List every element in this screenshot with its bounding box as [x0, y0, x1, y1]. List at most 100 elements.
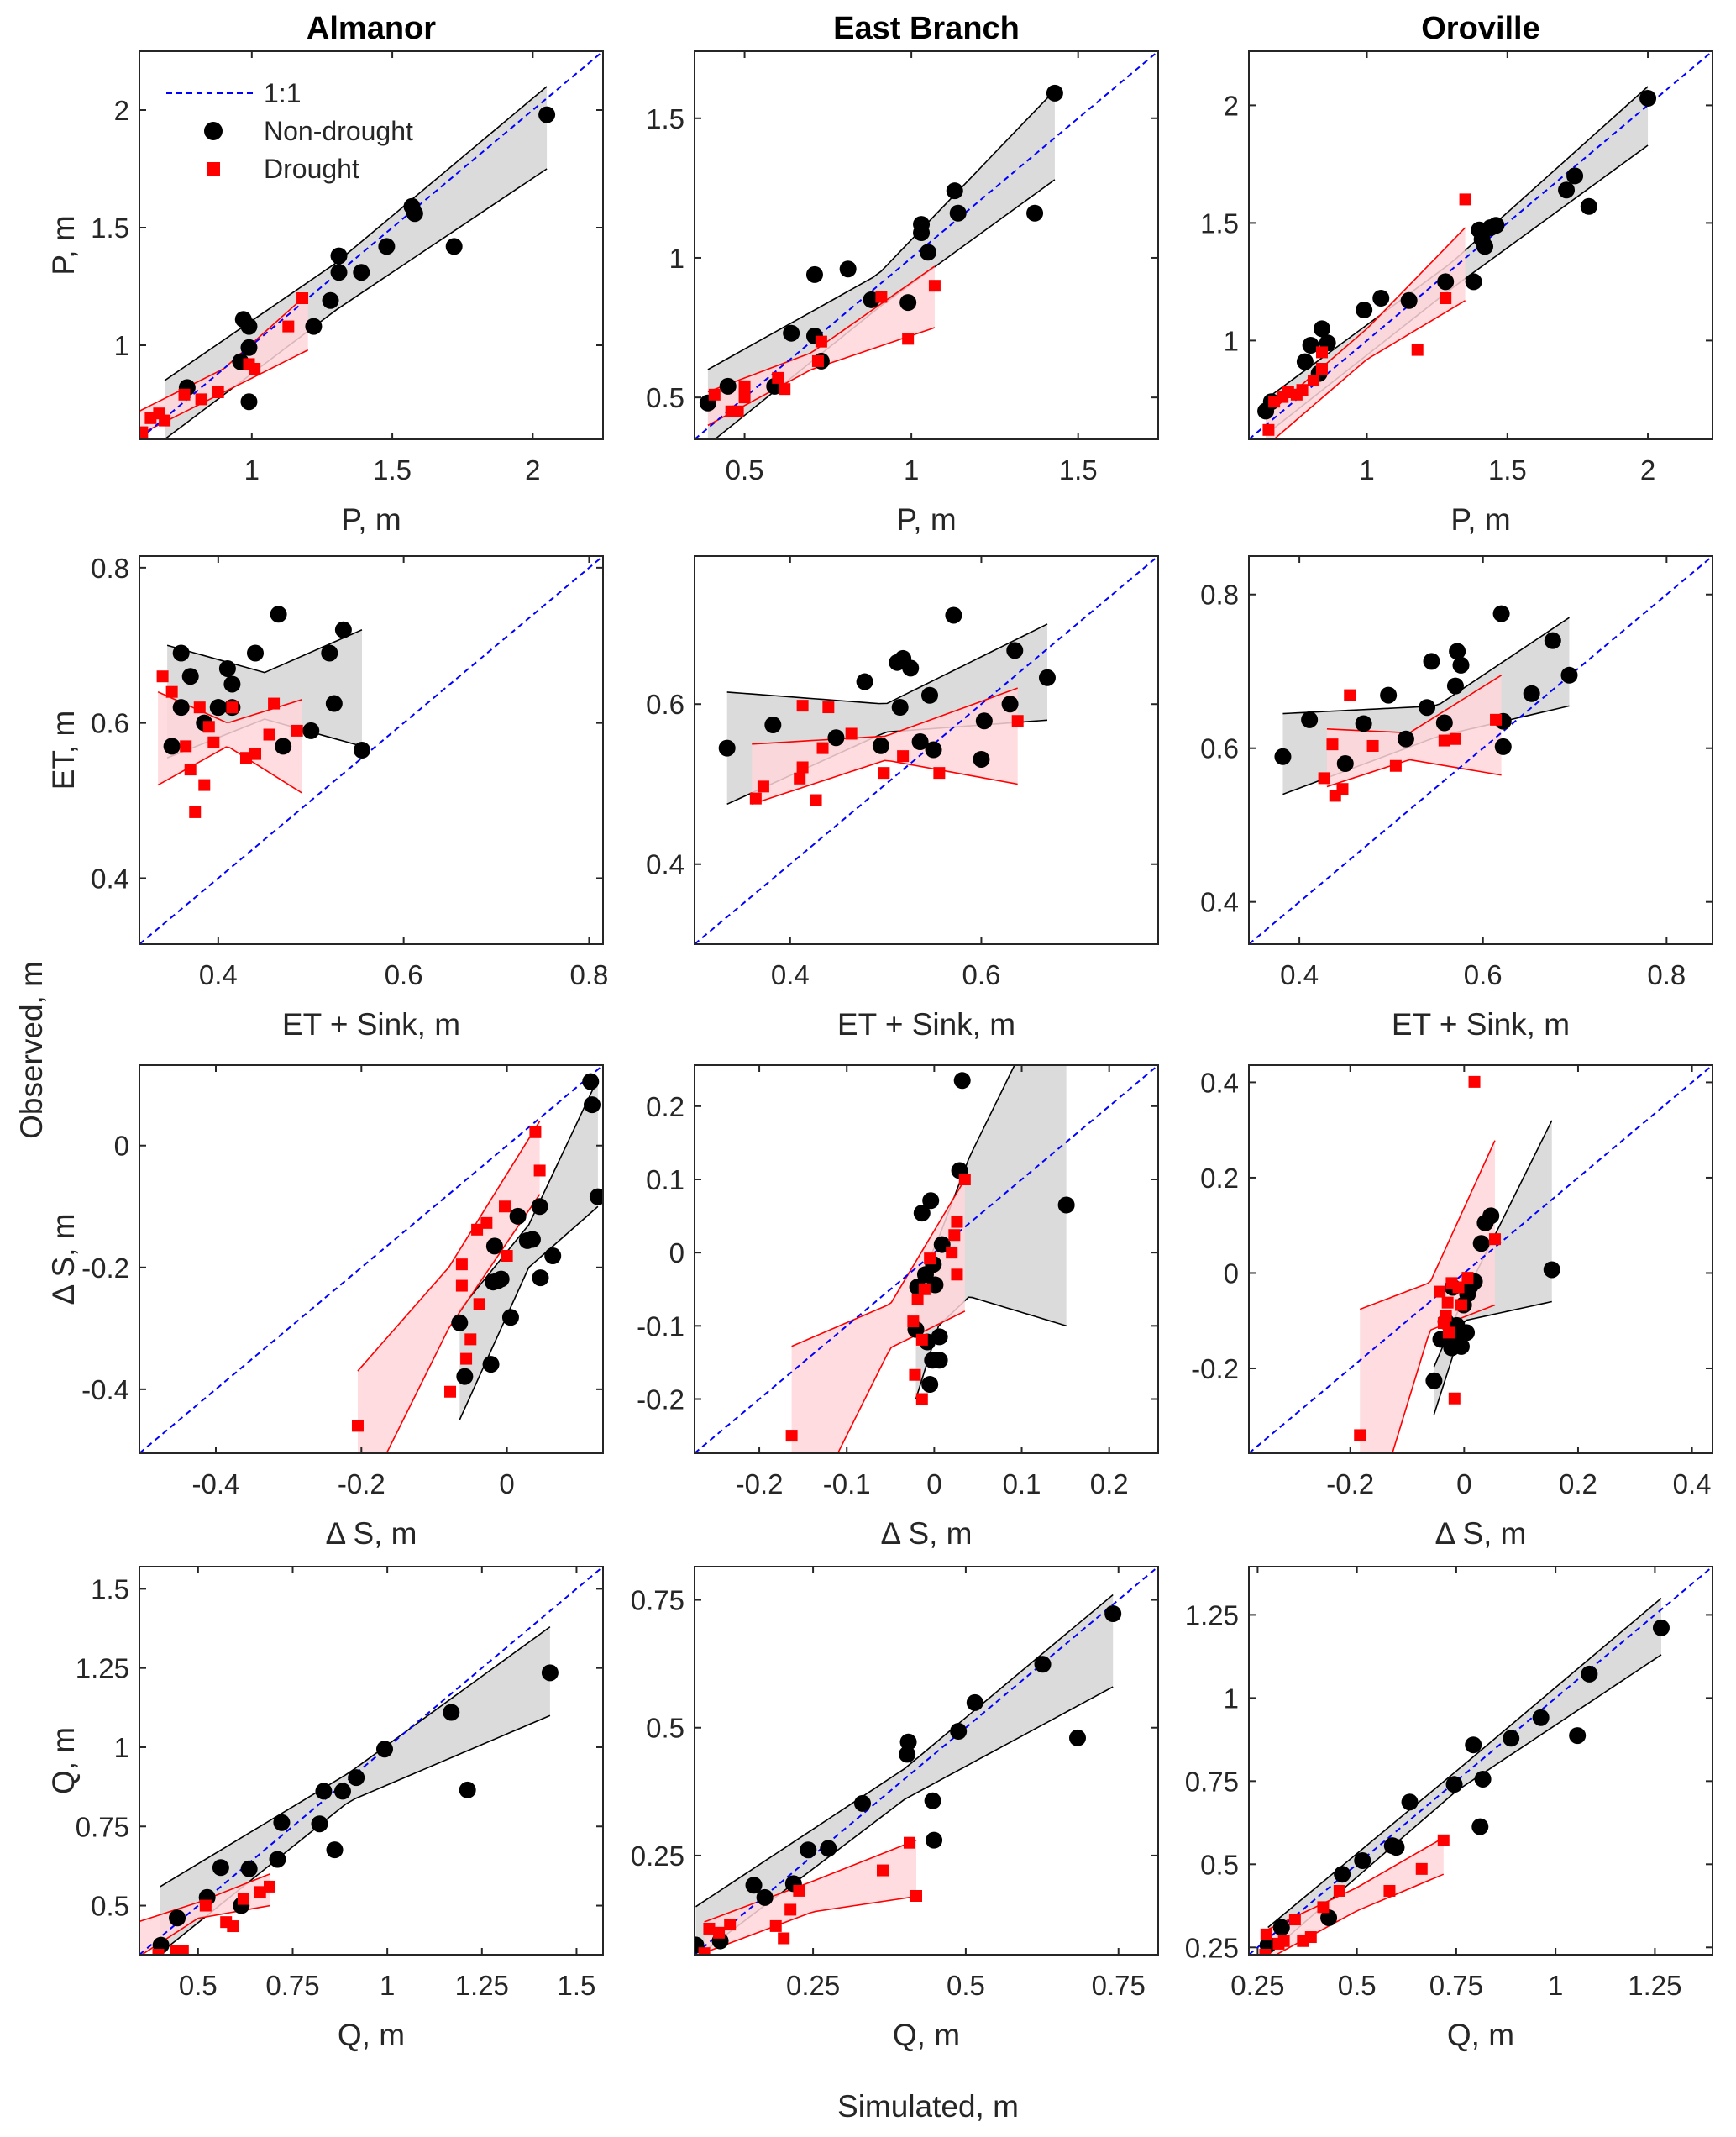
non-drought-point: [459, 1781, 476, 1798]
drought-confidence-band: [158, 691, 302, 793]
y-axis-label: Δ S, m: [46, 1213, 81, 1305]
x-tick-label: -0.4: [192, 1468, 240, 1499]
non-drought-point: [451, 1314, 469, 1331]
plot-area: [695, 1065, 1158, 1453]
drought-upper-bound: [1359, 1140, 1496, 1310]
non-drought-point: [1026, 204, 1044, 222]
drought-point: [1383, 1884, 1396, 1897]
x-tick-label: 0.5: [1338, 1970, 1377, 2001]
y-tick-label: -0.1: [637, 1310, 684, 1342]
non-drought-point: [1397, 730, 1414, 748]
non-drought-point: [899, 294, 917, 312]
non-drought-point: [805, 265, 823, 283]
non-drought-point: [1487, 217, 1505, 234]
drought-point: [769, 1919, 782, 1932]
x-tick-label: 1: [1548, 1970, 1563, 2001]
drought-confidence-band: [704, 1840, 916, 1953]
drought-point: [226, 701, 239, 714]
non-drought-point: [1503, 1730, 1520, 1747]
non-drought-point: [1334, 1866, 1351, 1883]
non-drought-point: [169, 1909, 186, 1927]
non-drought-upper-bound: [695, 1594, 1114, 1908]
non-drought-point: [718, 739, 736, 757]
non-drought-point: [1313, 320, 1330, 338]
non-drought-point: [240, 1860, 258, 1877]
drought-point: [1415, 1862, 1428, 1875]
non-drought-point: [315, 1783, 333, 1800]
non-drought-point: [913, 1205, 931, 1222]
non-drought-point: [899, 1733, 917, 1751]
drought-point: [254, 1886, 266, 1898]
x-tick-label: 0.4: [1673, 1468, 1712, 1499]
axes-frame: [1248, 50, 1713, 440]
axes-frame: [694, 555, 1159, 945]
drought-point: [1411, 344, 1424, 356]
panel-title: East Branch: [833, 11, 1020, 46]
non-drought-point: [212, 1859, 229, 1877]
drought-upper-bound: [704, 1839, 917, 1923]
non-drought-upper-bound: [166, 629, 363, 674]
x-tick-label: 0.6: [385, 959, 423, 990]
y-tick-label: 0: [114, 1131, 129, 1162]
drought-point: [1440, 292, 1452, 304]
drought-point: [460, 1352, 473, 1365]
non-drought-point: [247, 644, 264, 662]
non-drought-point: [269, 1851, 286, 1868]
non-drought-point: [1639, 90, 1657, 107]
non-drought-point: [302, 722, 320, 739]
y-tick-label: 2: [114, 95, 129, 126]
x-tick-label: 1.25: [455, 1970, 509, 2001]
drought-point: [444, 1385, 457, 1398]
drought-point: [915, 1393, 928, 1405]
drought-lower-bound: [1326, 759, 1502, 788]
axes-frame: [694, 1566, 1159, 1956]
non-drought-point: [218, 659, 236, 677]
panel-7: -0.2 -0.1 0 0.1 0.2 -0.2 -0.1 0 0.1 0.2 Δ S, m: [637, 1064, 1159, 1551]
y-tick-label: 0.75: [631, 1585, 684, 1616]
drought-point: [796, 700, 809, 712]
y-tick-label: 0.5: [91, 1891, 129, 1922]
non-drought-point: [531, 1198, 548, 1216]
drought-point: [152, 1949, 165, 1955]
drought-point: [263, 728, 275, 741]
non-drought-point: [919, 244, 936, 261]
x-tick-label: 1: [1359, 454, 1374, 486]
non-drought-point: [1320, 1909, 1338, 1927]
observed-axis-label: Observed, m: [14, 961, 49, 1139]
panel-5: 0.4 0.6 0.8 0.4 0.6 0.8 ET + Sink, m: [1200, 555, 1713, 1042]
y-tick-label: 0.8: [1200, 580, 1239, 611]
non-drought-upper-bound: [160, 1626, 551, 1888]
non-drought-point: [1560, 666, 1578, 684]
x-tick-label: 1: [904, 454, 919, 486]
non-drought-point: [326, 1841, 344, 1859]
drought-point: [249, 363, 261, 375]
y-tick-label: 0.2: [1200, 1163, 1239, 1194]
y-tick-label: 1: [114, 330, 129, 361]
non-drought-point: [1387, 1839, 1405, 1856]
non-drought-point: [311, 1815, 328, 1833]
drought-upper-bound: [357, 1121, 541, 1372]
plot-area: [695, 556, 1158, 944]
drought-point: [1326, 738, 1339, 751]
non-drought-point: [330, 247, 348, 265]
plot-area: [1249, 1065, 1712, 1453]
drought-point: [1488, 1233, 1501, 1246]
drought-point: [778, 1932, 790, 1945]
drought-point: [749, 792, 762, 805]
drought-point: [784, 1903, 797, 1916]
drought-point: [1262, 423, 1275, 436]
non-drought-point: [163, 738, 181, 755]
drought-point: [1296, 384, 1309, 396]
x-tick-label: 0: [926, 1468, 941, 1499]
legend-non-drought-swatch: [204, 122, 223, 140]
drought-point: [713, 1926, 726, 1939]
y-tick-label: 0.6: [1200, 733, 1239, 764]
non-drought-point: [891, 699, 909, 717]
non-drought-point: [223, 675, 241, 693]
non-drought-point: [1523, 685, 1540, 702]
y-tick-label: 0.4: [1200, 1067, 1239, 1098]
non-drought-point: [924, 1792, 941, 1809]
panel-1: 0.5 1 1.5 0.5 1 1.5 P, m East Branch: [646, 11, 1159, 537]
panel-10: 0.25 0.5 0.75 0.25 0.5 0.75 Q, m: [631, 1566, 1159, 2052]
non-drought-point: [1001, 696, 1019, 713]
